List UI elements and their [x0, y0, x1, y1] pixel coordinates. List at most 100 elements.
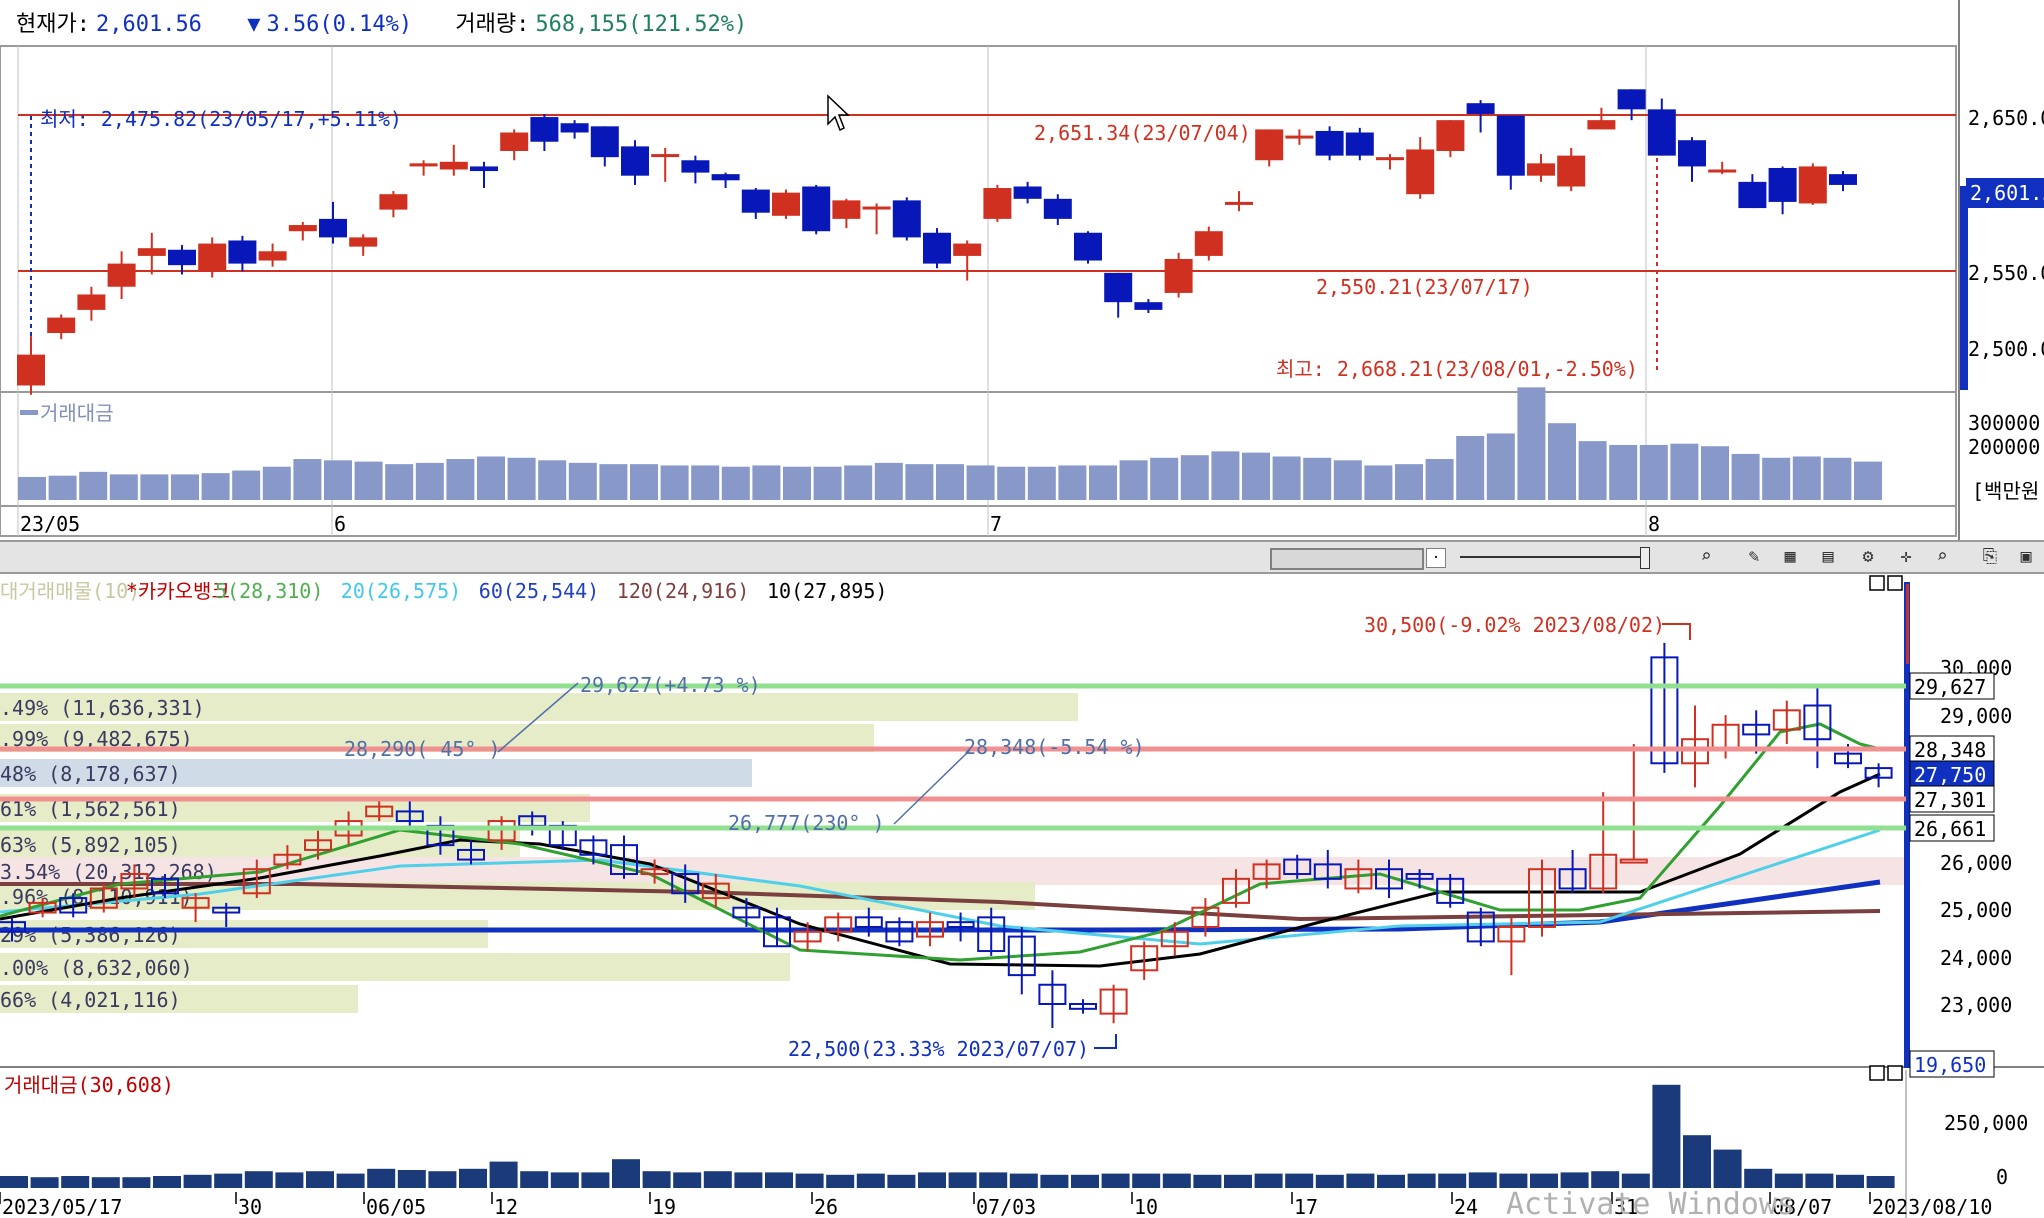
angle-line	[893, 749, 971, 825]
volume-bar	[1242, 452, 1270, 500]
candle-body	[1557, 155, 1586, 187]
candle-body	[1742, 723, 1771, 736]
candle-body	[439, 161, 468, 170]
window-icon[interactable]: ▣	[2020, 546, 2032, 567]
volume-bar	[630, 464, 658, 500]
volume-bar	[1823, 457, 1852, 500]
legend-mask	[0, 574, 2044, 582]
y-tick: 23,000	[1940, 993, 2012, 1017]
crosshair-icon[interactable]: ✛	[1900, 546, 1912, 567]
restore-icon[interactable]	[1869, 575, 1885, 591]
angle45-annotation: 28,290( 45° )	[344, 737, 501, 761]
volume-bar	[1425, 459, 1454, 500]
candle-body	[1225, 201, 1253, 205]
candle-body	[802, 186, 831, 232]
candle-body	[651, 154, 680, 158]
candle-body	[824, 916, 853, 933]
volume-bar	[122, 1177, 151, 1188]
stock-chart-panel[interactable]: .49% (11,636,331) .99% (9,482,675) 48% (8,…	[0, 574, 2044, 1218]
volume-bar	[1211, 451, 1240, 500]
candle-body	[1647, 109, 1676, 156]
volume-bar	[91, 1177, 120, 1188]
ma10-line	[0, 772, 1881, 968]
high-note: 최고: 2,668.21(23/08/01,-2.50%)	[1276, 357, 1638, 381]
settings-icon[interactable]: ⚙	[1862, 546, 1874, 567]
date-label: 19	[652, 1195, 676, 1218]
candle-body	[1013, 186, 1042, 199]
export-icon[interactable]: ⎘	[1982, 546, 1998, 567]
legend-item: 120(24,916)	[617, 579, 749, 603]
candle-body	[946, 921, 975, 928]
volume-bar	[262, 466, 291, 500]
volume-legend: 거래대금(30,608)	[4, 1073, 174, 1097]
scroll-box[interactable]	[1270, 548, 1424, 570]
volume-bar	[1854, 461, 1882, 500]
candle-body	[1466, 103, 1495, 114]
volume-bar	[244, 1171, 273, 1188]
volume-bar	[1731, 453, 1760, 500]
high-line-label: 2,651.34(23/07/04)	[1034, 121, 1251, 145]
volume-bar	[0, 1176, 28, 1188]
volume-bar	[905, 464, 934, 500]
quote-header: 현재가: 2,601.56 ▼ 3.56(0.14%) 거래량: 568,155(12…	[0, 6, 753, 37]
candle-body	[579, 839, 608, 856]
candle-body	[1222, 877, 1250, 904]
volume-bar	[948, 1172, 977, 1188]
scroll-minus-button[interactable]: ·	[1426, 548, 1446, 568]
edit-icon[interactable]: ✎	[1748, 546, 1760, 567]
volume-bar	[1224, 1174, 1252, 1188]
volume-bar	[214, 1173, 243, 1188]
zoom-icon[interactable]: ⌕	[1936, 546, 1948, 567]
zoom-slider[interactable]	[1460, 556, 1650, 558]
candle-body	[1130, 945, 1159, 972]
index-candle-chart[interactable]: 최저: 2,475.82(23/05/17,+5.11%) 최고: 2,668.2…	[0, 0, 1958, 540]
volume-bar	[1548, 423, 1576, 500]
candle-body	[640, 868, 669, 876]
volume-bar	[232, 470, 261, 500]
volume-bar	[783, 466, 811, 500]
candle-body	[500, 132, 529, 152]
candle-body	[89, 887, 118, 909]
volume-bar	[581, 1172, 610, 1188]
candle-body	[168, 249, 196, 266]
volume-profile-band	[0, 857, 1906, 885]
candle-body	[319, 218, 347, 238]
stock-candle-chart[interactable]: .49% (11,636,331).99% (9,482,675)48% (8,…	[0, 574, 2044, 1218]
candle-body	[1375, 868, 1403, 890]
candle-body	[885, 921, 914, 943]
month-label: 23/05	[20, 512, 80, 536]
volume-bar	[1162, 1173, 1191, 1188]
volume-bar	[599, 464, 628, 500]
current-price-value: 2,601.56	[95, 12, 202, 37]
y-tick: 25,000	[1940, 898, 2012, 922]
candle-body	[1708, 169, 1737, 173]
close-icon[interactable]	[1887, 575, 1903, 591]
candle-body	[1315, 130, 1344, 156]
zoom-slider-handle[interactable]	[1640, 547, 1650, 569]
candle-body	[1164, 258, 1193, 293]
candle-body	[409, 163, 438, 167]
volume-bar	[1744, 1168, 1773, 1188]
restore-icon[interactable]	[1869, 1065, 1885, 1081]
candle-body	[1104, 272, 1133, 303]
y-tick: 24,000	[1940, 946, 2012, 970]
volume-bar	[979, 1172, 1008, 1188]
chart-icon[interactable]: ▤	[1822, 546, 1834, 567]
date-label: 2023/05/17	[2, 1195, 122, 1218]
volume-label: 거래량:	[455, 12, 530, 37]
index-chart-panel[interactable]: 현재가: 2,601.56 ▼ 3.56(0.14%) 거래량: 568,155(12…	[0, 0, 1958, 540]
candle-body	[711, 174, 740, 181]
candle-body	[1436, 877, 1465, 904]
volume-bar	[1364, 465, 1393, 500]
candle-body	[28, 901, 57, 914]
grid-icon[interactable]: ▦	[1784, 546, 1796, 567]
green-low-tag	[1909, 814, 1995, 842]
candle-body	[1194, 231, 1223, 256]
candle-body	[1099, 988, 1128, 1015]
candle-body	[1803, 704, 1832, 741]
volume-bar	[1609, 444, 1638, 500]
close-icon[interactable]	[1887, 1065, 1903, 1081]
volume-bar	[109, 474, 138, 500]
bottom-price-tag	[1909, 1050, 1995, 1078]
search-icon[interactable]: ⌕	[1700, 546, 1712, 567]
